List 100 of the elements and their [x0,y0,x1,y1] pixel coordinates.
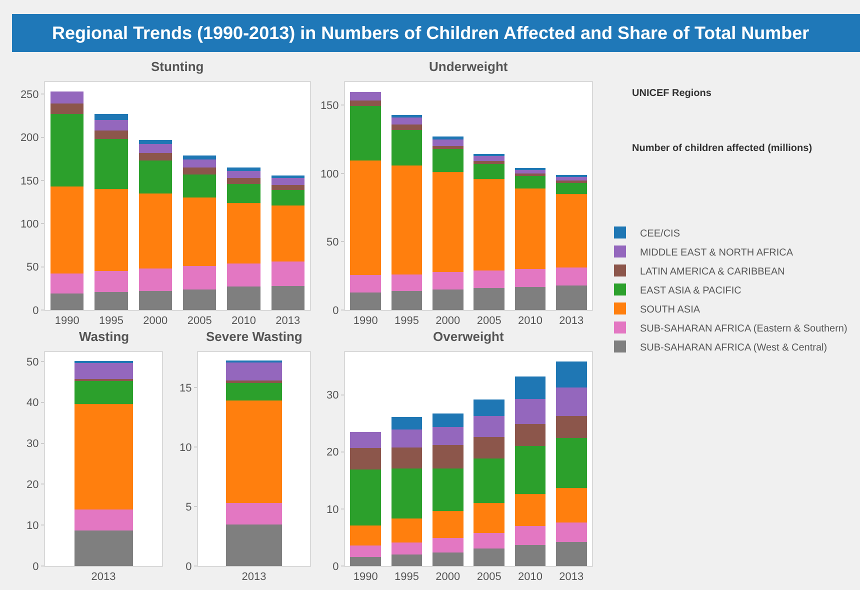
bar [514,176,546,188]
bar [556,488,587,523]
x-tick-label: 2013 [276,315,300,328]
y-tick-label: 100 [320,168,339,180]
legend-label: EAST ASIA & PACIFIC [640,285,742,296]
y-tick-label: 10 [326,504,339,516]
bar [350,160,382,276]
bar [226,382,282,401]
y-axis-title: Number of children affected (millions) [632,143,812,154]
y-tick-label: 150 [20,175,39,188]
bar [226,524,282,566]
bar [432,552,464,566]
bar [50,92,84,104]
bar [271,190,304,206]
bar [432,136,464,140]
bar [271,206,304,262]
bar [474,164,505,179]
legend-label: SUB-SAHARAN AFRICA (Eastern & Southern) [640,323,848,334]
bar [138,152,172,161]
bar [74,381,133,404]
bar [227,170,260,178]
x-tick-label: 1990 [353,315,378,328]
bar [271,184,304,190]
bar [350,432,382,448]
bar [391,290,422,310]
bar [556,285,587,310]
x-tick-label: 2000 [436,571,460,584]
bar [474,288,505,310]
bar [514,188,546,270]
x-tick-label: 2005 [476,571,502,584]
bar [514,286,546,310]
bar [350,275,382,292]
bar [432,172,464,272]
bar [556,194,587,268]
x-tick-label: 1995 [99,315,124,328]
bar [350,448,382,470]
bar [50,274,84,294]
bar [50,114,84,186]
x-tick-label: 2013 [242,571,266,584]
chart-title: Stunting [151,59,204,74]
bar [474,178,505,270]
bar [474,548,505,566]
y-tick-label: 30 [26,438,39,450]
bar [474,161,505,164]
x-tick-label: 2010 [518,315,542,328]
bar [74,404,133,510]
y-tick-label: 50 [26,356,39,368]
legend-title: UNICEF Regions [632,88,712,99]
bar [432,538,464,552]
bar [556,180,587,184]
y-tick-label: 5 [186,501,192,514]
x-tick-label: 2013 [559,315,584,328]
y-tick-label: 40 [26,397,39,410]
bar [391,542,422,555]
bar [74,510,133,530]
bar [226,502,282,524]
y-tick-label: 0 [32,560,39,573]
y-tick-label: 50 [26,262,39,274]
bar [50,104,84,114]
bar [514,376,546,399]
bar [474,503,505,533]
bar [556,362,587,388]
chart-title: Underweight [429,59,508,74]
bar [350,92,382,100]
x-tick-label: 1995 [394,571,419,584]
y-tick-label: 50 [326,236,339,249]
bar [432,139,464,146]
bar [514,173,546,176]
y-tick-label: 0 [332,304,339,317]
legend-label: MIDDLE EAST & NORTH AFRICA [640,247,794,258]
bar [474,458,505,504]
bar [183,289,216,310]
y-tick-label: 100 [20,218,39,230]
bar [432,426,464,446]
bar [138,160,172,194]
x-tick-label: 2005 [476,315,502,328]
bar [350,545,382,557]
bar [94,271,128,292]
bar [50,186,84,274]
chart-title: Overweight [433,329,504,344]
bar [227,263,260,287]
y-tick-label: 0 [186,560,192,573]
bar [391,114,422,118]
bar [474,437,505,459]
bar [271,175,304,178]
y-tick-label: 200 [20,132,39,144]
y-tick-label: 10 [180,442,192,454]
bar [432,414,464,427]
bar [514,424,546,446]
bar [138,140,172,144]
bar [432,445,464,468]
bar [391,554,422,566]
bar [74,530,133,566]
bar [391,274,422,291]
text: Regional Trends (1990-2013) in Numbers of Children Affected and Share of Total Number [52,23,810,43]
bar [226,400,282,503]
bar [50,294,84,310]
bar [556,268,587,286]
bar [350,100,382,106]
bar [183,160,216,168]
